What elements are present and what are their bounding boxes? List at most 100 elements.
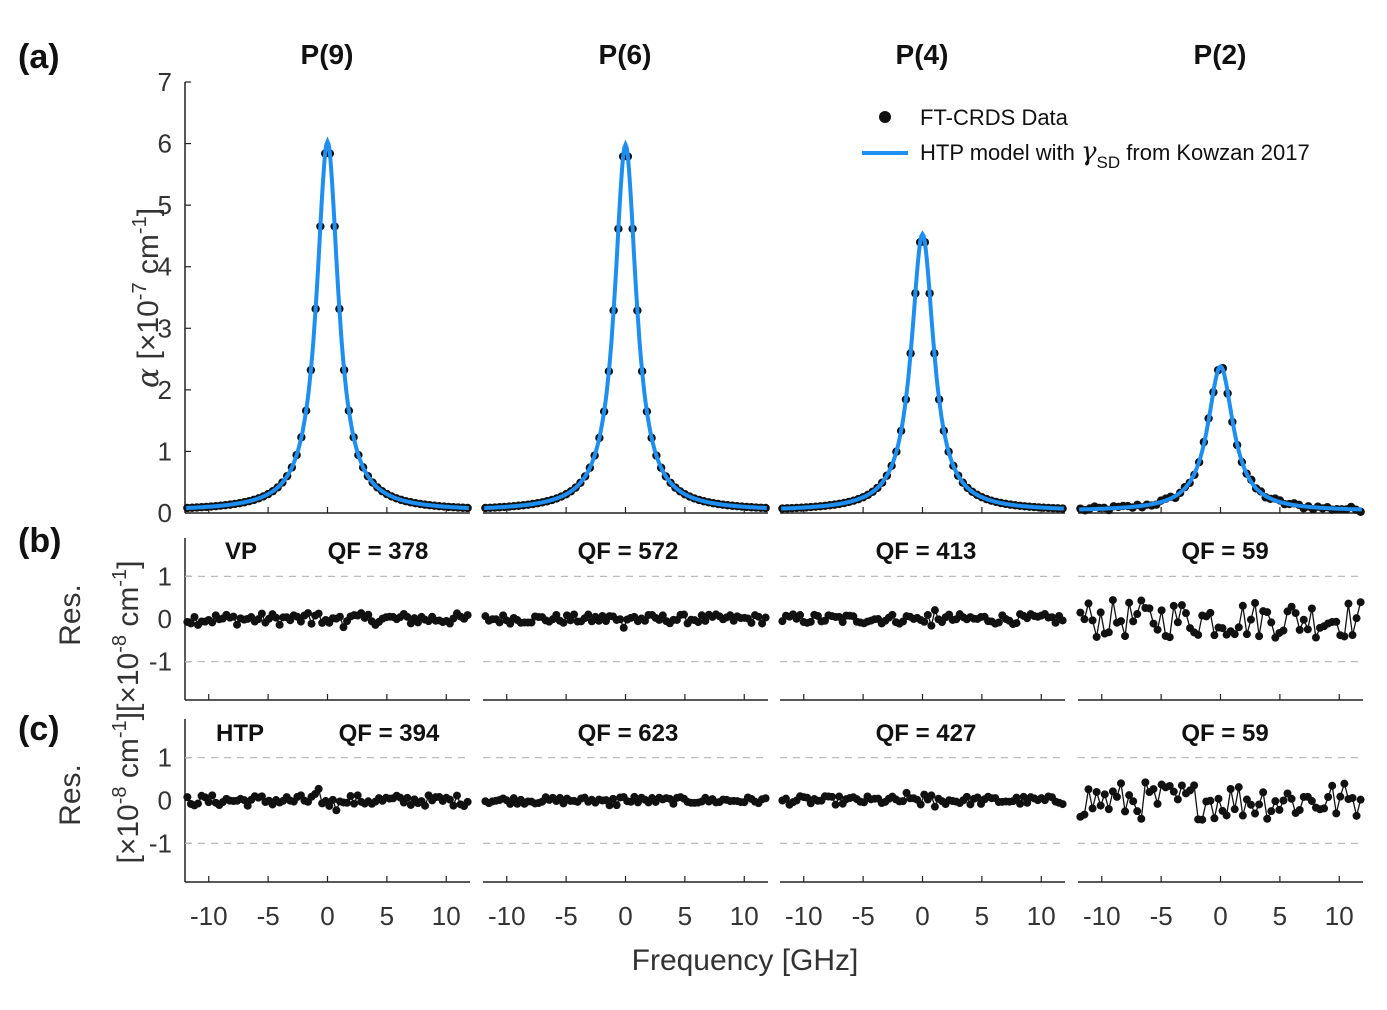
residual-point (1324, 793, 1333, 802)
residual-point (1356, 795, 1365, 804)
x-tick-label: 10 (1325, 901, 1354, 931)
residual-point (584, 610, 593, 619)
legend-model-symbol: γ (1081, 137, 1097, 167)
residual-point (1104, 628, 1113, 637)
model-label-vp: VP (225, 538, 257, 565)
residual-point (257, 609, 266, 618)
ylabel-res-exp-2: -8 (109, 635, 131, 653)
residual-point (1242, 630, 1251, 639)
residual-point (835, 792, 844, 801)
residual-point (570, 610, 579, 619)
qf-c-p6: QF = 623 (578, 720, 679, 747)
residual-point (307, 619, 316, 628)
ylabel-res-unit-exp-2: -1 (109, 569, 131, 587)
residual-point (619, 623, 628, 632)
residual-point (296, 617, 305, 626)
x-tick-label: -5 (852, 901, 875, 931)
residual-point (1332, 809, 1341, 818)
legend-data-marker (879, 111, 891, 123)
residual-point (243, 801, 252, 810)
residual-point (445, 795, 454, 804)
title-p9: P(9) (301, 39, 354, 70)
residual-point (747, 618, 756, 627)
residual-point (272, 613, 281, 622)
residual-point (641, 616, 650, 625)
residual-point (421, 801, 430, 810)
residual-point (1190, 781, 1199, 790)
residual-point (1336, 792, 1345, 801)
residual-point (1352, 811, 1361, 820)
residual-point (506, 799, 515, 808)
residual-point (1169, 787, 1178, 796)
y-tick-label: -1 (149, 647, 172, 677)
residual-point (605, 801, 614, 810)
y-tick-label: 3 (158, 313, 172, 343)
ylabel-res-unit: cm (112, 738, 145, 786)
residual-point (754, 612, 763, 621)
y-tick-label: 0 (158, 498, 172, 528)
residual-point (1340, 779, 1349, 788)
legend-data-label: FT-CRDS Data (920, 105, 1069, 130)
residual-point (527, 618, 536, 627)
residual-point (314, 784, 323, 793)
residual-point (1344, 599, 1353, 608)
residual-point (1246, 615, 1255, 624)
x-tick-label: -5 (555, 901, 578, 931)
residual-point (1165, 781, 1174, 790)
ylabel-a: α [×10-7 cm-1] (129, 208, 166, 388)
residual-point (194, 799, 203, 808)
residual-point (609, 794, 618, 803)
residual-point (364, 610, 373, 619)
residual-point (920, 617, 929, 626)
residual-point (1080, 615, 1089, 624)
residual-point (1352, 614, 1361, 623)
residual-point (1112, 792, 1121, 801)
residual-point (701, 616, 710, 625)
residual-point (930, 606, 939, 615)
residual-point (1141, 778, 1150, 787)
residual-point (1307, 604, 1316, 613)
residual-point (962, 792, 971, 801)
residual-point (927, 791, 936, 800)
ylabel-res-c: Res. (54, 764, 87, 826)
residual-point (1076, 608, 1085, 617)
ylabel-a-text: [×10 (132, 300, 165, 359)
residual-point (898, 797, 907, 806)
residual-point (1080, 810, 1089, 819)
legend-model-post: from Kowzan 2017 (1120, 140, 1310, 165)
ylabel-a-close: ] (132, 208, 165, 216)
residual-point (339, 623, 348, 632)
residual-point (1149, 619, 1158, 628)
residual-point (1251, 599, 1260, 608)
residual-point (1058, 616, 1067, 625)
residual-point (1169, 601, 1178, 610)
residual-point (758, 619, 767, 628)
residual-point (1153, 625, 1162, 634)
residual-point (1116, 779, 1125, 788)
ylabel-res-unit-2: cm (112, 587, 145, 635)
legend-model-label: HTP model with γSD from Kowzan 2017 (920, 137, 1310, 172)
residual-point (1328, 781, 1337, 790)
residual-point (452, 791, 461, 800)
y-tick-label: 1 (158, 561, 172, 591)
x-tick-label: -10 (190, 901, 228, 931)
x-tick-label: 0 (915, 901, 929, 931)
y-tick-label: 4 (158, 252, 172, 282)
residual-point (552, 611, 561, 620)
residual-point (1238, 601, 1247, 610)
qf-c-p9: QF = 394 (339, 720, 440, 747)
residual-point (566, 616, 575, 625)
model-curve (1079, 364, 1362, 512)
residual-point (314, 609, 323, 618)
residual-point (1165, 633, 1174, 642)
qf-b-p9: QF = 378 (328, 538, 429, 565)
qf-b-p6: QF = 572 (578, 538, 679, 565)
residual-point (1263, 814, 1272, 823)
residual-point (1149, 785, 1158, 794)
residual-point (559, 618, 568, 627)
residual-point (303, 609, 312, 618)
residual-point (1198, 815, 1207, 824)
x-tick-label: -10 (488, 901, 526, 931)
residual-point (1234, 783, 1243, 792)
